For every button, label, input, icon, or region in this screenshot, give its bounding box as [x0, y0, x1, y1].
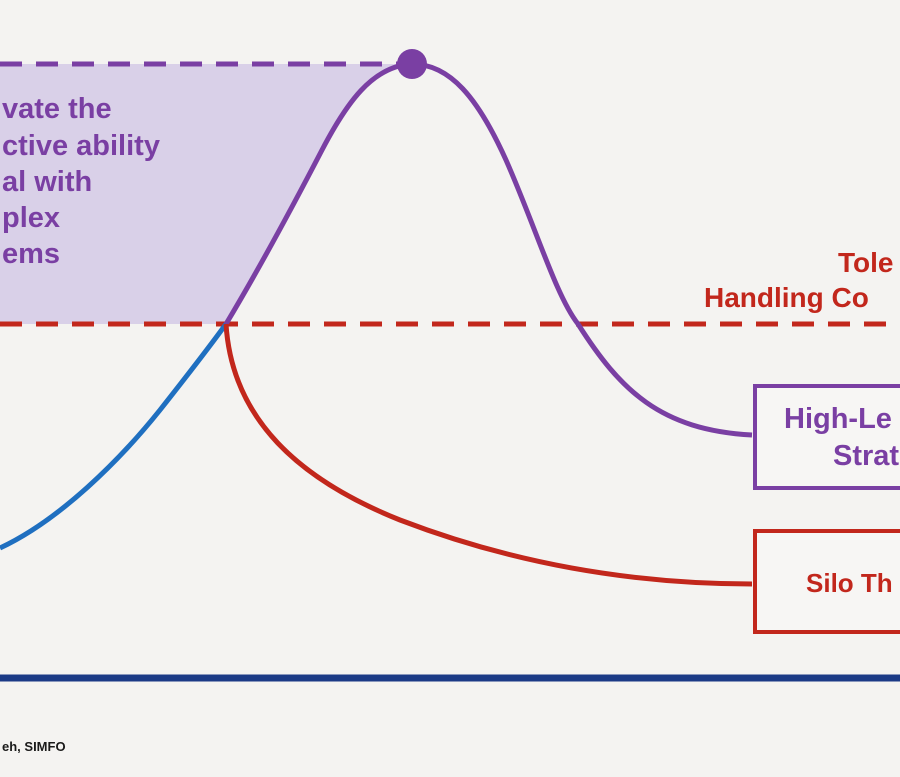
threshold-label-line-2: Handling Co [704, 282, 869, 313]
silo-box-line-1: Silo Th [806, 568, 893, 598]
silo-curve [223, 323, 753, 587]
highlight-text-line-5: ems [2, 238, 60, 270]
high-level-box-line-1: High-Le [784, 403, 892, 435]
peak-marker [397, 49, 427, 79]
high-level-box-line-2: Strat [833, 440, 899, 472]
highlight-text-line-2: ctive ability [2, 130, 160, 162]
high-level-curve [223, 61, 753, 438]
highlight-region [0, 64, 226, 324]
high-level-box [753, 384, 900, 490]
credit-text: eh, SIMFO [2, 739, 66, 754]
highlight-region-curve-fill [226, 64, 412, 324]
threshold-label-line-1: Tole [838, 247, 893, 278]
highlight-text-line-1: vate the [2, 93, 112, 125]
highlight-text-line-4: plex [2, 202, 60, 234]
silo-box [753, 529, 900, 634]
highlight-text-line-3: al with [2, 166, 92, 198]
rising-curve [0, 322, 229, 551]
